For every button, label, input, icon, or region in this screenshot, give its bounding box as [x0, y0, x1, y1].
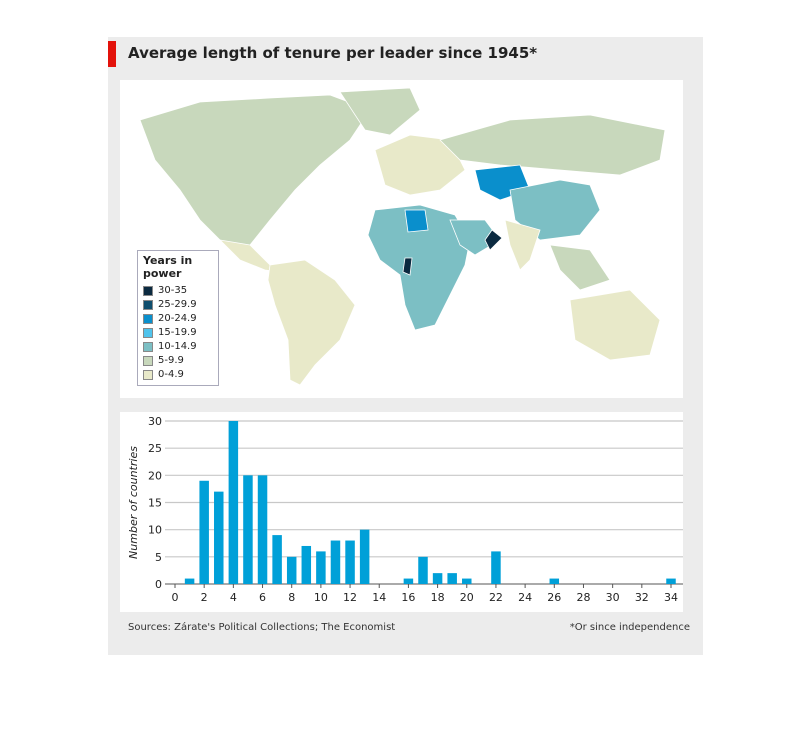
legend-swatch — [143, 342, 153, 352]
y-tick-label: 15 — [148, 497, 162, 510]
x-tick-label: 34 — [664, 591, 678, 604]
bar — [316, 551, 326, 584]
bar — [432, 573, 443, 584]
legend-item: 5-9.9 — [143, 354, 213, 368]
x-tick-label: 20 — [460, 591, 474, 604]
legend-items: 30-35 25-29.9 20-24.9 15-19.9 10-14.9 5-9.9 0-… — [143, 284, 213, 382]
x-tick-label: 28 — [576, 591, 590, 604]
bar — [199, 480, 209, 584]
legend-label: 15-19.9 — [158, 327, 197, 338]
bar — [549, 578, 560, 584]
legend-swatch — [143, 314, 153, 324]
x-tick-label: 8 — [288, 591, 295, 604]
legend-item: 25-29.9 — [143, 298, 213, 312]
legend-item: 10-14.9 — [143, 340, 213, 354]
x-tick-label: 18 — [431, 591, 445, 604]
bar — [666, 578, 676, 584]
x-tick-label: 12 — [343, 591, 357, 604]
x-tick-label: 14 — [372, 591, 386, 604]
x-tick-label: 16 — [401, 591, 415, 604]
bar — [462, 578, 472, 584]
chart-title: Average length of tenure per leader sinc… — [128, 44, 538, 62]
legend-label: 25-29.9 — [158, 299, 197, 310]
legend-swatch — [143, 370, 153, 380]
x-tick-label: 22 — [489, 591, 503, 604]
legend-item: 20-24.9 — [143, 312, 213, 326]
legend-label: 0-4.9 — [158, 369, 184, 380]
histogram: 0 5 10 15 20 25 30 0 2 4 6 8 10 12 14 16 18 20 22 24 26 28 30 3… — [120, 412, 683, 612]
map-africa — [367, 204, 471, 331]
map-oman — [484, 229, 503, 251]
brand-red-bar — [108, 41, 116, 67]
bar — [345, 540, 355, 584]
bar — [403, 578, 414, 584]
x-tick-label: 30 — [606, 591, 620, 604]
x-tick-label: 24 — [518, 591, 532, 604]
x-tick-label: 6 — [259, 591, 266, 604]
map-russia — [439, 114, 666, 176]
bar — [330, 540, 341, 584]
map-cameroon — [402, 257, 413, 276]
legend-item: 15-19.9 — [143, 326, 213, 340]
map-greenland — [339, 87, 421, 136]
sources: Sources: Zárate's Political Collections;… — [128, 622, 396, 633]
y-axis-label: Number of countries — [127, 446, 140, 559]
bar — [491, 551, 501, 584]
x-tick-label: 32 — [635, 591, 649, 604]
bar — [286, 556, 297, 584]
bar — [359, 529, 370, 584]
y-tick-label: 30 — [148, 415, 162, 428]
map-australia — [569, 289, 661, 361]
legend-label: 10-14.9 — [158, 341, 197, 352]
map-arabia — [449, 219, 501, 256]
y-tick-label: 5 — [155, 551, 162, 564]
bar — [257, 475, 268, 584]
legend-label: 20-24.9 — [158, 313, 197, 324]
map-north-america — [139, 94, 371, 256]
y-tick-label: 0 — [155, 578, 162, 591]
map-se-asia — [549, 244, 611, 291]
bar — [418, 556, 428, 584]
map-south-america — [267, 259, 356, 386]
x-tick-label: 26 — [547, 591, 561, 604]
legend-label: 5-9.9 — [158, 355, 184, 366]
legend-item: 30-35 — [143, 284, 213, 298]
bar — [243, 475, 253, 584]
legend-item: 0-4.9 — [143, 368, 213, 382]
map-india — [504, 219, 541, 271]
bar — [447, 573, 457, 584]
legend-swatch — [143, 328, 153, 338]
x-tick-label: 0 — [172, 591, 179, 604]
legend-swatch — [143, 300, 153, 310]
map-legend: Years in power 30-35 25-29.9 20-24.9 15-19.… — [137, 250, 219, 386]
legend-swatch — [143, 286, 153, 296]
world-map — [120, 80, 683, 398]
map-china — [509, 179, 601, 241]
y-tick-label: 25 — [148, 442, 162, 455]
map-europe — [374, 134, 466, 196]
footnote: *Or since independence — [569, 622, 690, 633]
bar — [228, 421, 239, 584]
x-tick-label: 4 — [230, 591, 237, 604]
bar — [214, 491, 224, 584]
y-tick-label: 20 — [148, 469, 162, 482]
x-tick-label: 2 — [201, 591, 208, 604]
legend-title: Years in power — [143, 254, 193, 280]
y-tick-label: 10 — [148, 524, 162, 537]
legend-swatch — [143, 356, 153, 366]
map-libya — [404, 209, 429, 233]
x-tick-label: 10 — [314, 591, 328, 604]
legend-label: 30-35 — [158, 285, 188, 296]
bar — [272, 535, 282, 584]
bar — [301, 545, 312, 584]
bar — [184, 578, 195, 584]
